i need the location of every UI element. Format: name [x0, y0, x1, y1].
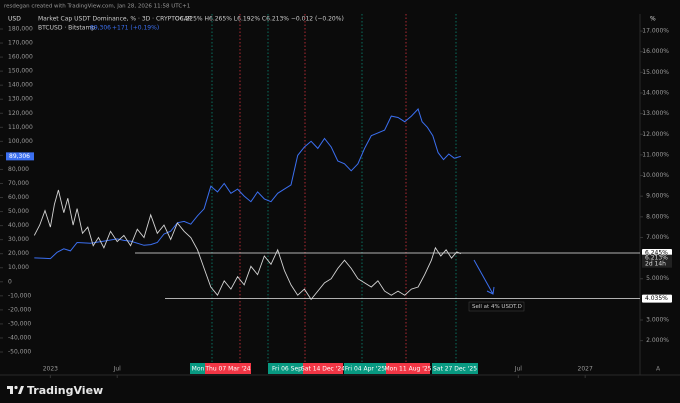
legend-name: BTCUSD · Bitstamp [38, 25, 95, 32]
date-marker-box [303, 363, 343, 374]
annotation-arrow [473, 259, 495, 295]
y2-tick-label: 15.000% [642, 69, 669, 76]
y-tick-label: 100,000 [8, 138, 33, 145]
y2-tick-label: 11.000% [642, 151, 669, 158]
legend-name: Market Cap USDT Dominance, % · 3D · CRYP… [38, 16, 192, 23]
date-marker-label: Sat 27 Dec '25 [433, 366, 477, 373]
y-tick-label: 70,000 [8, 180, 29, 187]
y-tick-label: 40,000 [8, 222, 29, 229]
y-tick-label: 170,000 [8, 40, 33, 47]
y-tick-label: -30,000 [8, 320, 31, 327]
y-tick-label: 150,000 [8, 68, 33, 75]
dominance-last-label: 6.213% [645, 255, 668, 262]
y-tick-label: 160,000 [8, 54, 33, 61]
y2-tick-label: 10.000% [642, 172, 669, 179]
x-tick-label: 2023 [43, 366, 58, 373]
y2-tick-label: 7.000% [646, 234, 669, 241]
y-tick-label: -10,000 [8, 292, 31, 299]
date-marker-label: Fri 06 Sep [272, 366, 302, 373]
y-tick-label: -20,000 [8, 306, 31, 313]
dominance-last-tag [642, 254, 672, 268]
y2-tick-label: 3.000% [646, 317, 669, 324]
legend-quote: O6.225% H6.265% L6.192% C6.213% −0.012 (… [175, 16, 344, 23]
y2-tick-label: 13.000% [642, 110, 669, 117]
annotation: Sell at 4% USDT.D [472, 304, 522, 310]
y-tick-label: 80,000 [8, 166, 29, 173]
date-marker-box [344, 363, 386, 374]
date-marker-box [432, 363, 478, 374]
y-tick-label: 60,000 [8, 194, 29, 201]
y-tick-label: -50,000 [8, 349, 31, 356]
right-unit: % [650, 16, 656, 23]
y2-tick-label: 16.000% [642, 48, 669, 55]
y-tick-label: -40,000 [8, 334, 31, 341]
date-marker-box [190, 363, 206, 374]
series-line [33, 189, 461, 301]
date-marker-label: Thu 07 Mar '24 [204, 366, 250, 373]
plot-area [33, 14, 640, 362]
y-tick-label: 20,000 [8, 250, 29, 257]
logo [7, 385, 24, 394]
y-tick-label: 0 [8, 278, 12, 285]
y2-tick-label: 8.000% [646, 213, 669, 220]
y-tick-label: 130,000 [8, 96, 33, 103]
level-tag [642, 294, 672, 303]
left-unit: USD [8, 16, 21, 23]
y2-tick-label: 9.000% [646, 193, 669, 200]
date-marker-label: Fri 04 Apr '25 [345, 366, 385, 373]
y2-tick-label: 2.000% [646, 337, 669, 344]
y-tick-label: 180,000 [8, 26, 33, 33]
level-tag-label: 4.035% [645, 295, 668, 302]
y2-tick-label: 14.000% [642, 89, 669, 96]
y-tick-label: 140,000 [8, 82, 33, 89]
y2-tick-label: 5.000% [646, 275, 669, 282]
legend-quote: 89,306 [90, 25, 111, 32]
y-tick-label: 50,000 [8, 208, 29, 215]
legend-change: +171 (+0.19%) [112, 25, 159, 32]
date-marker-label: Mon 11 Aug '25 [384, 366, 431, 373]
y2-tick-label: 12.000% [642, 131, 669, 138]
level-tag-label: 6.245% [645, 250, 668, 257]
date-marker-box [386, 363, 430, 374]
last-price-label: 89,306 [9, 153, 30, 160]
x-tick-label: Jul [113, 366, 122, 373]
x-tick-label: 2027 [578, 366, 593, 373]
y-tick-label: 10,000 [8, 264, 29, 271]
date-marker-box [268, 363, 306, 374]
auto-scale[interactable]: A [656, 366, 661, 373]
last-price-tag [6, 152, 34, 161]
y-tick-label: 120,000 [8, 110, 33, 117]
brand: TradingView [27, 384, 103, 397]
date-marker-box [205, 363, 251, 374]
credit: resdegan created with TradingView.com, J… [4, 4, 190, 10]
y2-tick-label: 17.000% [642, 28, 669, 35]
date-marker-label: Mon [192, 366, 205, 373]
x-tick-label: Jul [514, 366, 523, 373]
y-tick-label: 110,000 [8, 124, 33, 131]
series-line [34, 108, 461, 260]
date-marker-label: Sat 14 Dec '24 [301, 366, 345, 373]
y-tick-label: 30,000 [8, 236, 29, 243]
countdown: 2d 14h [645, 261, 666, 268]
annotation-box [468, 301, 525, 312]
